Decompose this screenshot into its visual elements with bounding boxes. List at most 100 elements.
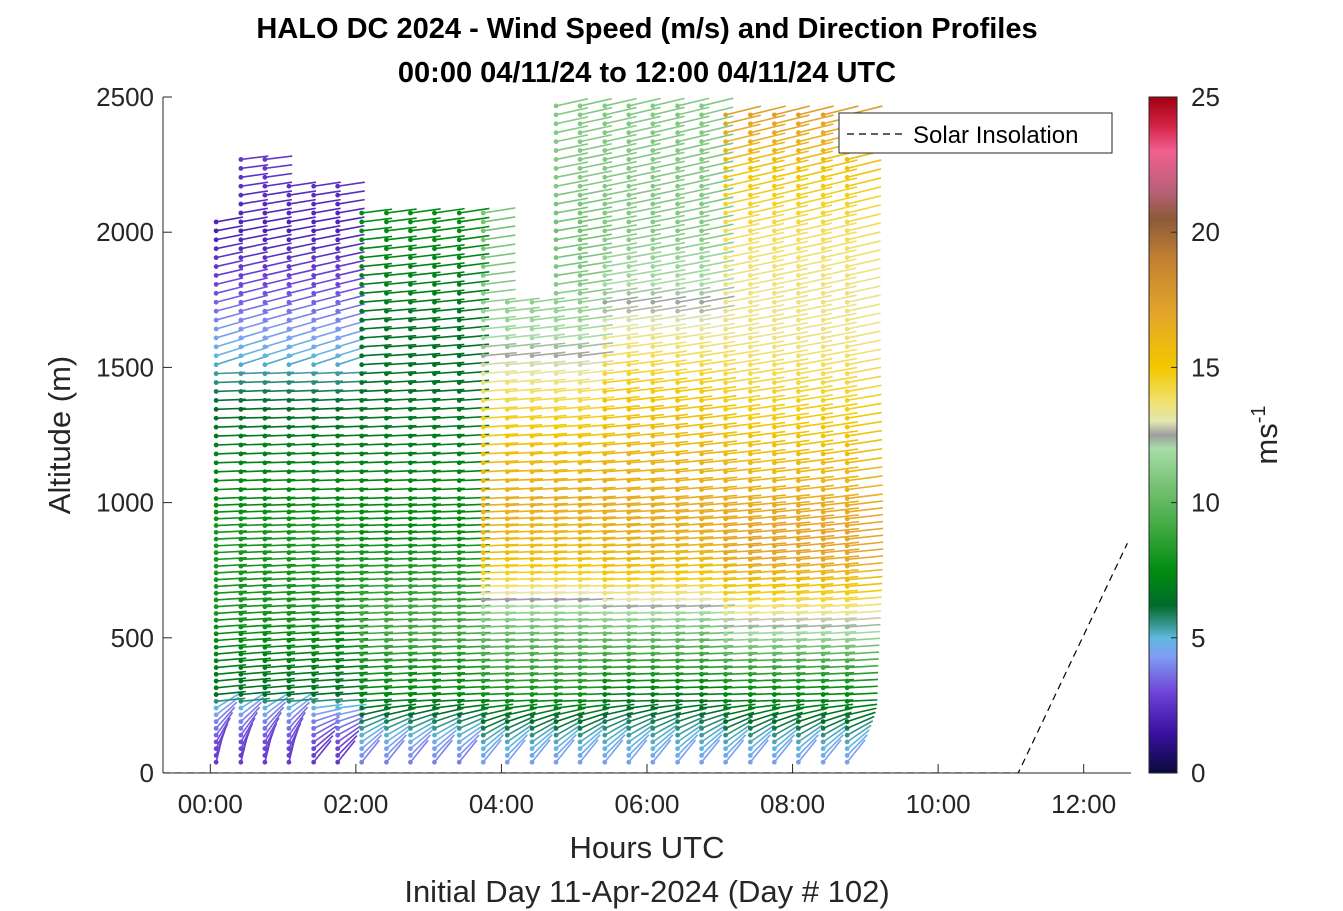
wind-barb-dot — [553, 502, 559, 508]
wind-barb-shaft — [604, 556, 641, 561]
wind-barb-dot — [432, 496, 437, 501]
wind-barb-dot — [529, 753, 535, 758]
wind-barb-shaft — [822, 294, 857, 304]
wind-barb-dot — [675, 148, 680, 153]
wind-barb-dot — [238, 496, 244, 501]
wind-barb-shaft — [822, 724, 848, 743]
wind-barb-shaft — [483, 516, 519, 520]
wind-barb-dot — [456, 210, 462, 216]
wind-barb-dot — [432, 644, 437, 650]
wind-barb-dot — [699, 281, 704, 287]
wind-barb-dot — [553, 759, 559, 765]
wind-barb-shaft — [798, 610, 833, 615]
wind-barb-shaft — [750, 631, 784, 635]
wind-barb-shaft — [216, 690, 246, 696]
wind-barb-shaft — [555, 369, 590, 375]
wind-barb-shaft — [846, 729, 870, 750]
wind-barb-shaft — [361, 226, 393, 232]
wind-barb-dot — [213, 563, 219, 569]
wind-barb-shaft — [774, 186, 809, 196]
wind-barb-shaft — [822, 258, 857, 268]
wind-barb-dot — [384, 759, 389, 765]
wind-barb-dot — [602, 712, 608, 718]
wind-barb-shaft — [701, 501, 738, 507]
wind-barb-dot — [529, 624, 535, 630]
wind-barb-shaft — [750, 222, 785, 232]
wind-barb-shaft — [579, 152, 613, 161]
wind-barb-shaft — [847, 651, 880, 655]
wind-barb-shaft — [579, 133, 613, 143]
wind-barb-dot — [504, 389, 510, 394]
wind-barb-dot — [432, 671, 437, 677]
wind-barb-dot — [504, 487, 510, 493]
wind-barb-shaft — [555, 529, 592, 534]
wind-barb-shaft — [798, 555, 835, 561]
wind-barb-dot — [602, 725, 608, 731]
wind-barb-dot — [675, 624, 680, 630]
wind-barb-shaft — [483, 509, 520, 513]
wind-barb-dot — [384, 732, 389, 738]
wind-barb-dot — [650, 192, 656, 198]
wind-barb-dot — [238, 192, 244, 198]
wind-barb-dot — [480, 264, 486, 269]
wind-barb-shaft — [628, 536, 665, 540]
wind-barb-shaft — [677, 476, 714, 482]
wind-barb-shaft — [750, 322, 785, 330]
wind-barb-dot — [408, 597, 413, 603]
wind-barb-dot — [335, 353, 341, 359]
wind-barb-dot — [286, 451, 292, 457]
wind-barb-shaft — [701, 508, 738, 513]
wind-barb-shaft — [604, 341, 639, 348]
wind-barb-shaft — [507, 405, 542, 411]
wind-barb-dot — [432, 617, 437, 623]
wind-barb-shaft — [628, 241, 662, 250]
wind-barb-dot — [844, 308, 850, 314]
wind-barb-dot — [213, 406, 219, 412]
colorbar-tick-label: 10 — [1191, 488, 1220, 518]
wind-barb-shaft — [774, 123, 810, 134]
wind-barb-dot — [384, 496, 389, 501]
wind-barb-dot — [456, 556, 462, 562]
wind-barb-shaft — [337, 740, 356, 763]
wind-barb-shaft — [604, 529, 641, 534]
wind-barb-dot — [602, 651, 608, 657]
wind-barb-shaft — [750, 412, 786, 420]
wind-barb-dot — [602, 739, 608, 745]
wind-barb-dot — [602, 290, 608, 296]
wind-barb-dot — [626, 590, 632, 596]
x-tick-label: 12:00 — [1051, 789, 1116, 819]
wind-barb-dot — [747, 174, 753, 180]
wind-barb-dot — [747, 597, 753, 603]
wind-barb-dot — [408, 326, 413, 332]
wind-barb-dot — [480, 433, 486, 439]
wind-barb-dot — [771, 604, 777, 610]
wind-barb-shaft — [847, 678, 879, 682]
wind-barb-shaft — [604, 604, 639, 608]
wind-barb-shaft — [847, 637, 880, 642]
wind-barb-shaft — [652, 277, 686, 286]
wind-barb-shaft — [822, 375, 858, 384]
wind-barb-shaft — [797, 724, 823, 743]
wind-barb-dot — [384, 460, 389, 466]
wind-barb-shaft — [725, 485, 762, 491]
wind-barb-dot — [359, 299, 365, 305]
wind-barb-dot — [504, 658, 510, 664]
wind-barb-shaft — [531, 577, 567, 581]
wind-barb-dot — [432, 556, 437, 562]
wind-barb-shaft — [774, 285, 808, 295]
wind-barb-dot — [747, 692, 753, 697]
wind-barb-dot — [286, 433, 292, 439]
wind-barb-shaft — [750, 141, 786, 152]
wind-barb-dot — [577, 746, 583, 752]
wind-barb-dot — [238, 344, 244, 350]
wind-barb-shaft — [798, 507, 835, 513]
wind-barb-shaft — [434, 216, 465, 223]
wind-barb-shaft — [822, 348, 857, 357]
wind-barb-dot — [432, 210, 437, 216]
wind-barb-shaft — [798, 715, 826, 730]
wind-barb-dot — [699, 469, 704, 475]
wind-barb-dot — [262, 389, 268, 394]
wind-barb-shaft — [483, 433, 519, 437]
wind-barb-dot — [650, 536, 656, 542]
wind-barb-shaft — [531, 441, 568, 446]
